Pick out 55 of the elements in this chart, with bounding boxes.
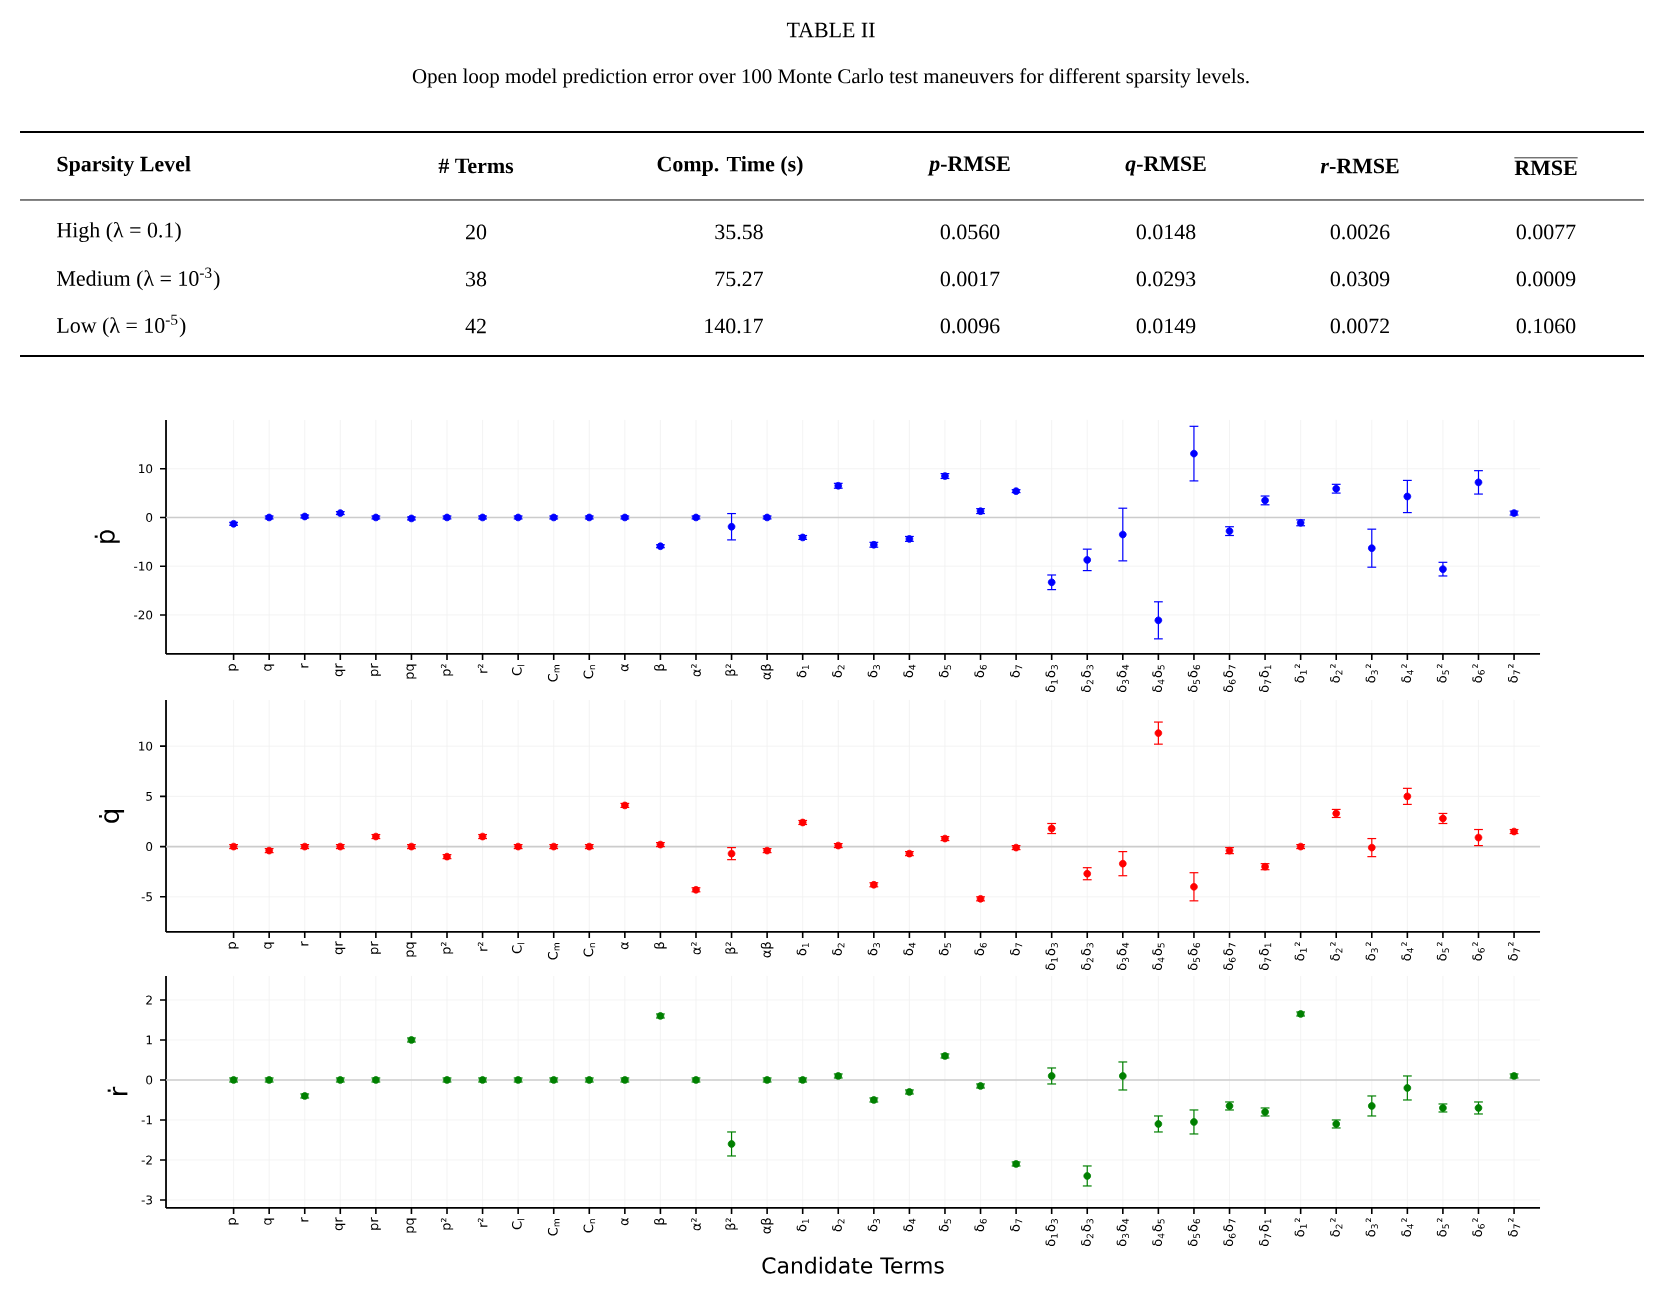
text: 38 <box>466 271 487 287</box>
text: Open loop model prediction error over 100 Monte Carlo test maneuvers for different sparsity levels. <box>412 68 1249 88</box>
text: 0.0026 <box>1330 224 1390 240</box>
point <box>1047 1072 1056 1080</box>
text: q-RMSE <box>1125 156 1206 176</box>
y-axis-title: ṗ <box>94 530 120 543</box>
point <box>1154 616 1163 625</box>
point <box>1403 1084 1412 1092</box>
point <box>1367 544 1376 552</box>
text: 0.0309 <box>1330 271 1390 287</box>
text: 0.0149 <box>1136 318 1196 334</box>
text: 35.58 <box>715 224 763 240</box>
y-axis-title: q̇ <box>99 810 125 823</box>
text: 140.17 <box>705 318 763 334</box>
text: 75.27 <box>715 271 763 287</box>
point <box>1190 1118 1198 1126</box>
text: TABLE II <box>786 22 875 38</box>
text: 0.0017 <box>940 271 1000 287</box>
text: 0.1060 <box>1516 318 1576 334</box>
point <box>1154 729 1163 737</box>
text: 0.0009 <box>1516 271 1576 287</box>
text: 0.0072 <box>1330 318 1389 334</box>
text: 42 <box>465 318 486 334</box>
point <box>1190 449 1198 458</box>
point <box>1367 1102 1376 1110</box>
text: 20 <box>466 224 487 240</box>
text: Medium (λ = 10$^{-3}$) <box>57 267 220 291</box>
text: Comp. Time (s) <box>657 156 803 176</box>
text: p-RMSE <box>927 156 1010 176</box>
point <box>1119 859 1127 868</box>
point <box>1083 1172 1092 1180</box>
text: 0.0293 <box>1136 271 1196 287</box>
point <box>727 522 736 531</box>
point <box>727 1140 736 1148</box>
text: 0.0077 <box>1516 224 1576 240</box>
text: Sparsity Level <box>57 156 191 176</box>
point <box>1154 1120 1163 1128</box>
text: # Terms <box>438 158 514 174</box>
text: RMSE <box>1514 160 1577 176</box>
point <box>1367 843 1376 852</box>
point <box>1474 478 1483 487</box>
x-axis-title: Candidate Terms <box>762 1256 944 1274</box>
text: 0.0096 <box>940 318 1000 334</box>
text: 0.0148 <box>1136 224 1196 240</box>
point <box>1119 1072 1127 1080</box>
point <box>1190 882 1198 891</box>
text: r-RMSE <box>1320 158 1399 174</box>
point <box>1119 530 1127 539</box>
point <box>1083 556 1092 564</box>
y-axis-title: ṙ <box>107 1086 128 1095</box>
text: Low (λ = 10$^{-5}$) <box>57 314 186 338</box>
point <box>1474 833 1483 842</box>
text: 0.0560 <box>940 224 1000 240</box>
text: High (λ = 0.1) <box>57 221 181 243</box>
point <box>1403 492 1412 501</box>
